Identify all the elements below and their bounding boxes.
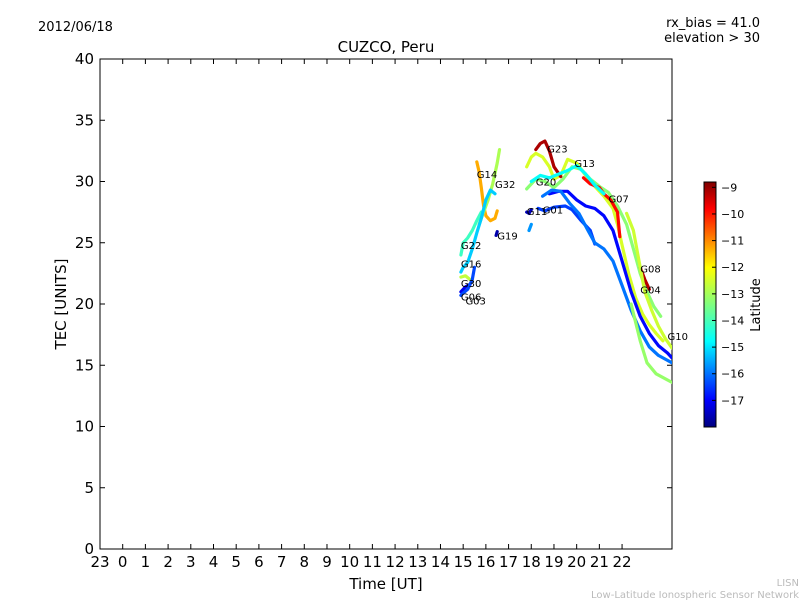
- colorbar-tick-label: −12: [721, 261, 744, 274]
- y-tick-label: 15: [75, 356, 94, 374]
- x-tick-label: 5: [231, 553, 241, 571]
- series-label: G03: [465, 296, 485, 307]
- x-tick-label: 7: [277, 553, 287, 571]
- x-tick-label: 13: [408, 553, 427, 571]
- rx-bias-label: rx_bias = 41.0: [666, 16, 760, 31]
- chart-title: CUZCO, Peru: [338, 38, 435, 56]
- series-line-g10: [547, 189, 672, 360]
- y-tick-label: 0: [84, 540, 94, 558]
- series-label: G22: [461, 241, 481, 252]
- x-axis-label: Time [UT]: [348, 575, 422, 593]
- y-tick-label: 30: [75, 173, 94, 191]
- colorbar-tick-label: −11: [721, 235, 744, 248]
- series-line-g11: [525, 208, 533, 215]
- x-tick-label: 0: [118, 553, 128, 571]
- series-label: G01: [543, 206, 563, 217]
- colorbar-ticks: −9 −10 −11 −12 −13 −14 −15 −16 −17: [712, 181, 744, 407]
- series-label: G13: [574, 159, 594, 170]
- series-label: G20: [536, 178, 556, 189]
- series-line-g22: [459, 210, 483, 257]
- x-tick-label: 9: [322, 553, 332, 571]
- x-tick-label: 16: [476, 553, 495, 571]
- x-tick-label: 1: [141, 553, 151, 571]
- x-tick-label: 11: [363, 553, 382, 571]
- series-label: G06: [461, 293, 481, 304]
- series-line-g23: [534, 139, 563, 179]
- y-axis-label: TEC [UNITS]: [52, 259, 70, 351]
- colorbar-label: Latitude: [749, 278, 764, 332]
- x-axis: 23 0 1 2 3 4 5 6 7 8 9 10 11 12 13 14 15 16 17 18 19 20 21 22: [90, 59, 632, 571]
- x-tick-label: 2: [163, 553, 173, 571]
- x-tick-label: 6: [254, 553, 264, 571]
- x-tick-label: 18: [522, 553, 541, 571]
- elevation-label: elevation > 30: [664, 31, 760, 46]
- series-label: G19: [497, 231, 517, 242]
- colorbar-tick-label: −17: [721, 394, 744, 407]
- colorbar-tick-label: −15: [721, 341, 744, 354]
- footer-org: LISN: [777, 578, 799, 589]
- series-line-g19: [494, 230, 499, 237]
- x-tick-label: 4: [209, 553, 219, 571]
- x-tick-label: 15: [454, 553, 473, 571]
- series-label: G16: [461, 260, 481, 271]
- x-tick-label: 17: [499, 553, 518, 571]
- series-line: [629, 302, 672, 384]
- x-tick-label: 14: [431, 553, 450, 571]
- colorbar-tick-label: −16: [721, 368, 744, 381]
- y-tick-label: 5: [84, 479, 94, 497]
- x-tick-label: 3: [186, 553, 196, 571]
- series-line: [529, 164, 606, 196]
- x-tick-label: 8: [300, 553, 310, 571]
- series-label: G07: [608, 195, 628, 206]
- x-tick-label: 20: [567, 553, 586, 571]
- series-label: G32: [495, 180, 515, 191]
- series-line: [527, 222, 533, 233]
- series-label: G30: [461, 279, 481, 290]
- colorbar: [703, 181, 717, 428]
- series-line: [541, 188, 672, 365]
- series-line-g30: [459, 274, 472, 282]
- colorbar-tick-label: −14: [721, 314, 744, 327]
- series-label: G10: [667, 332, 687, 343]
- series-line-g03: [459, 265, 477, 297]
- series-line-g16: [459, 188, 497, 274]
- series-label: G23: [547, 144, 567, 155]
- x-tick-label: 22: [613, 553, 632, 571]
- y-axis: 0 5 10 15 20 25 30 35 40: [75, 50, 672, 558]
- y-tick-label: 40: [75, 50, 94, 68]
- colorbar-tick-label: −10: [721, 208, 744, 221]
- series-layer: [459, 139, 672, 384]
- footer-network: Low-Latitude Ionospheric Sensor Network: [591, 590, 799, 600]
- x-tick-label: 21: [590, 553, 609, 571]
- series-line-g04: [625, 211, 672, 350]
- x-tick-label: 12: [386, 553, 405, 571]
- y-tick-label: 25: [75, 234, 94, 252]
- y-tick-label: 35: [75, 111, 94, 129]
- series-label: G11: [527, 207, 547, 218]
- series-label: G14: [477, 170, 497, 181]
- x-tick-label: 10: [340, 553, 359, 571]
- x-tick-label: 23: [90, 553, 109, 571]
- series-label: G08: [640, 264, 660, 275]
- x-tick-label: 19: [544, 553, 563, 571]
- plot-frame: [99, 58, 673, 550]
- y-tick-label: 10: [75, 418, 94, 436]
- colorbar-tick-label: −9: [721, 181, 737, 194]
- series-label: G04: [640, 285, 660, 296]
- colorbar-tick-label: −13: [721, 288, 744, 301]
- y-tick-label: 20: [75, 295, 94, 313]
- date-label: 2012/06/18: [38, 20, 113, 35]
